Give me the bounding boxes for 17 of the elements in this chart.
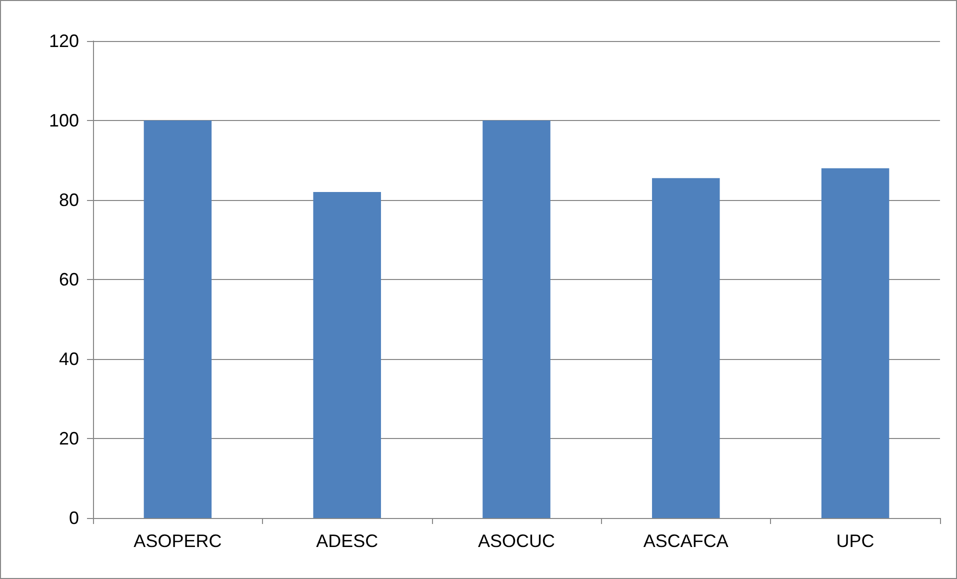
y-tick-label: 0 [68, 508, 79, 528]
y-tick-label: 40 [58, 349, 79, 369]
x-tick-label: UPC [836, 531, 874, 551]
y-tick-label: 20 [58, 428, 79, 448]
bar [652, 178, 720, 518]
x-tick-label: ASOPERC [134, 531, 222, 551]
x-tick-label: ADESC [316, 531, 378, 551]
y-tick-label: 60 [58, 270, 79, 290]
x-tick-label: ASCAFCA [643, 531, 728, 551]
y-tick-label: 120 [48, 31, 79, 51]
bar [144, 120, 212, 518]
y-tick-label: 100 [48, 110, 79, 130]
bar [313, 192, 381, 518]
y-tick-label: 80 [58, 190, 79, 210]
bar [482, 120, 550, 518]
x-tick-label: ASOCUC [478, 531, 556, 551]
bar [821, 168, 890, 518]
